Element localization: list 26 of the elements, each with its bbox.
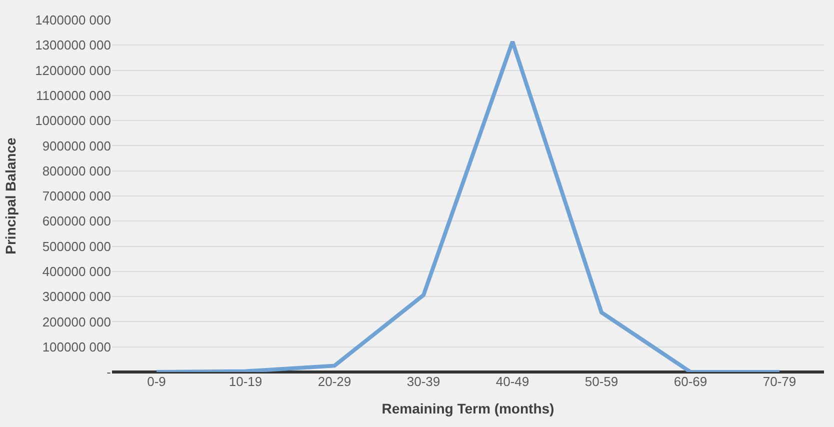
y-tick-label: 1300000 000 [35,38,111,53]
y-tick-label: 700000 000 [42,188,111,204]
y-tick-label: 600000 000 [42,214,111,229]
y-tick-label: 500000 000 [42,238,111,254]
line-series [154,40,782,372]
y-tick-label: 1400000 000 [35,12,111,28]
y-tick-label: 1000000 000 [35,113,111,128]
y-tick-label: 400000 000 [42,264,111,279]
x-tick-label: 70-79 [762,374,796,389]
y-tick-label: 100000 000 [42,339,111,354]
x-tick-label: 30-39 [406,374,440,389]
y-tick-label: - [106,364,111,380]
x-tick-label: 40-49 [496,374,530,389]
x-tick-label: 50-59 [584,374,618,389]
x-tick-label: 20-29 [318,374,352,389]
y-tick-label: 1200000 000 [35,62,111,78]
y-tick-label: 200000 000 [42,314,111,330]
x-tick-label: 0-9 [147,374,166,389]
y-tick-label: 800000 000 [42,163,111,178]
x-tick-label: 10-19 [228,374,262,389]
x-axis-title: Remaining Term (months) [382,400,554,416]
y-tick-label: 1100000 000 [36,88,111,103]
y-tick-label: 900000 000 [42,138,111,154]
x-tick-label: 60-69 [674,374,708,389]
y-tick-label: 300000 000 [42,289,111,304]
y-axis-title: Principal Balance [2,137,19,254]
